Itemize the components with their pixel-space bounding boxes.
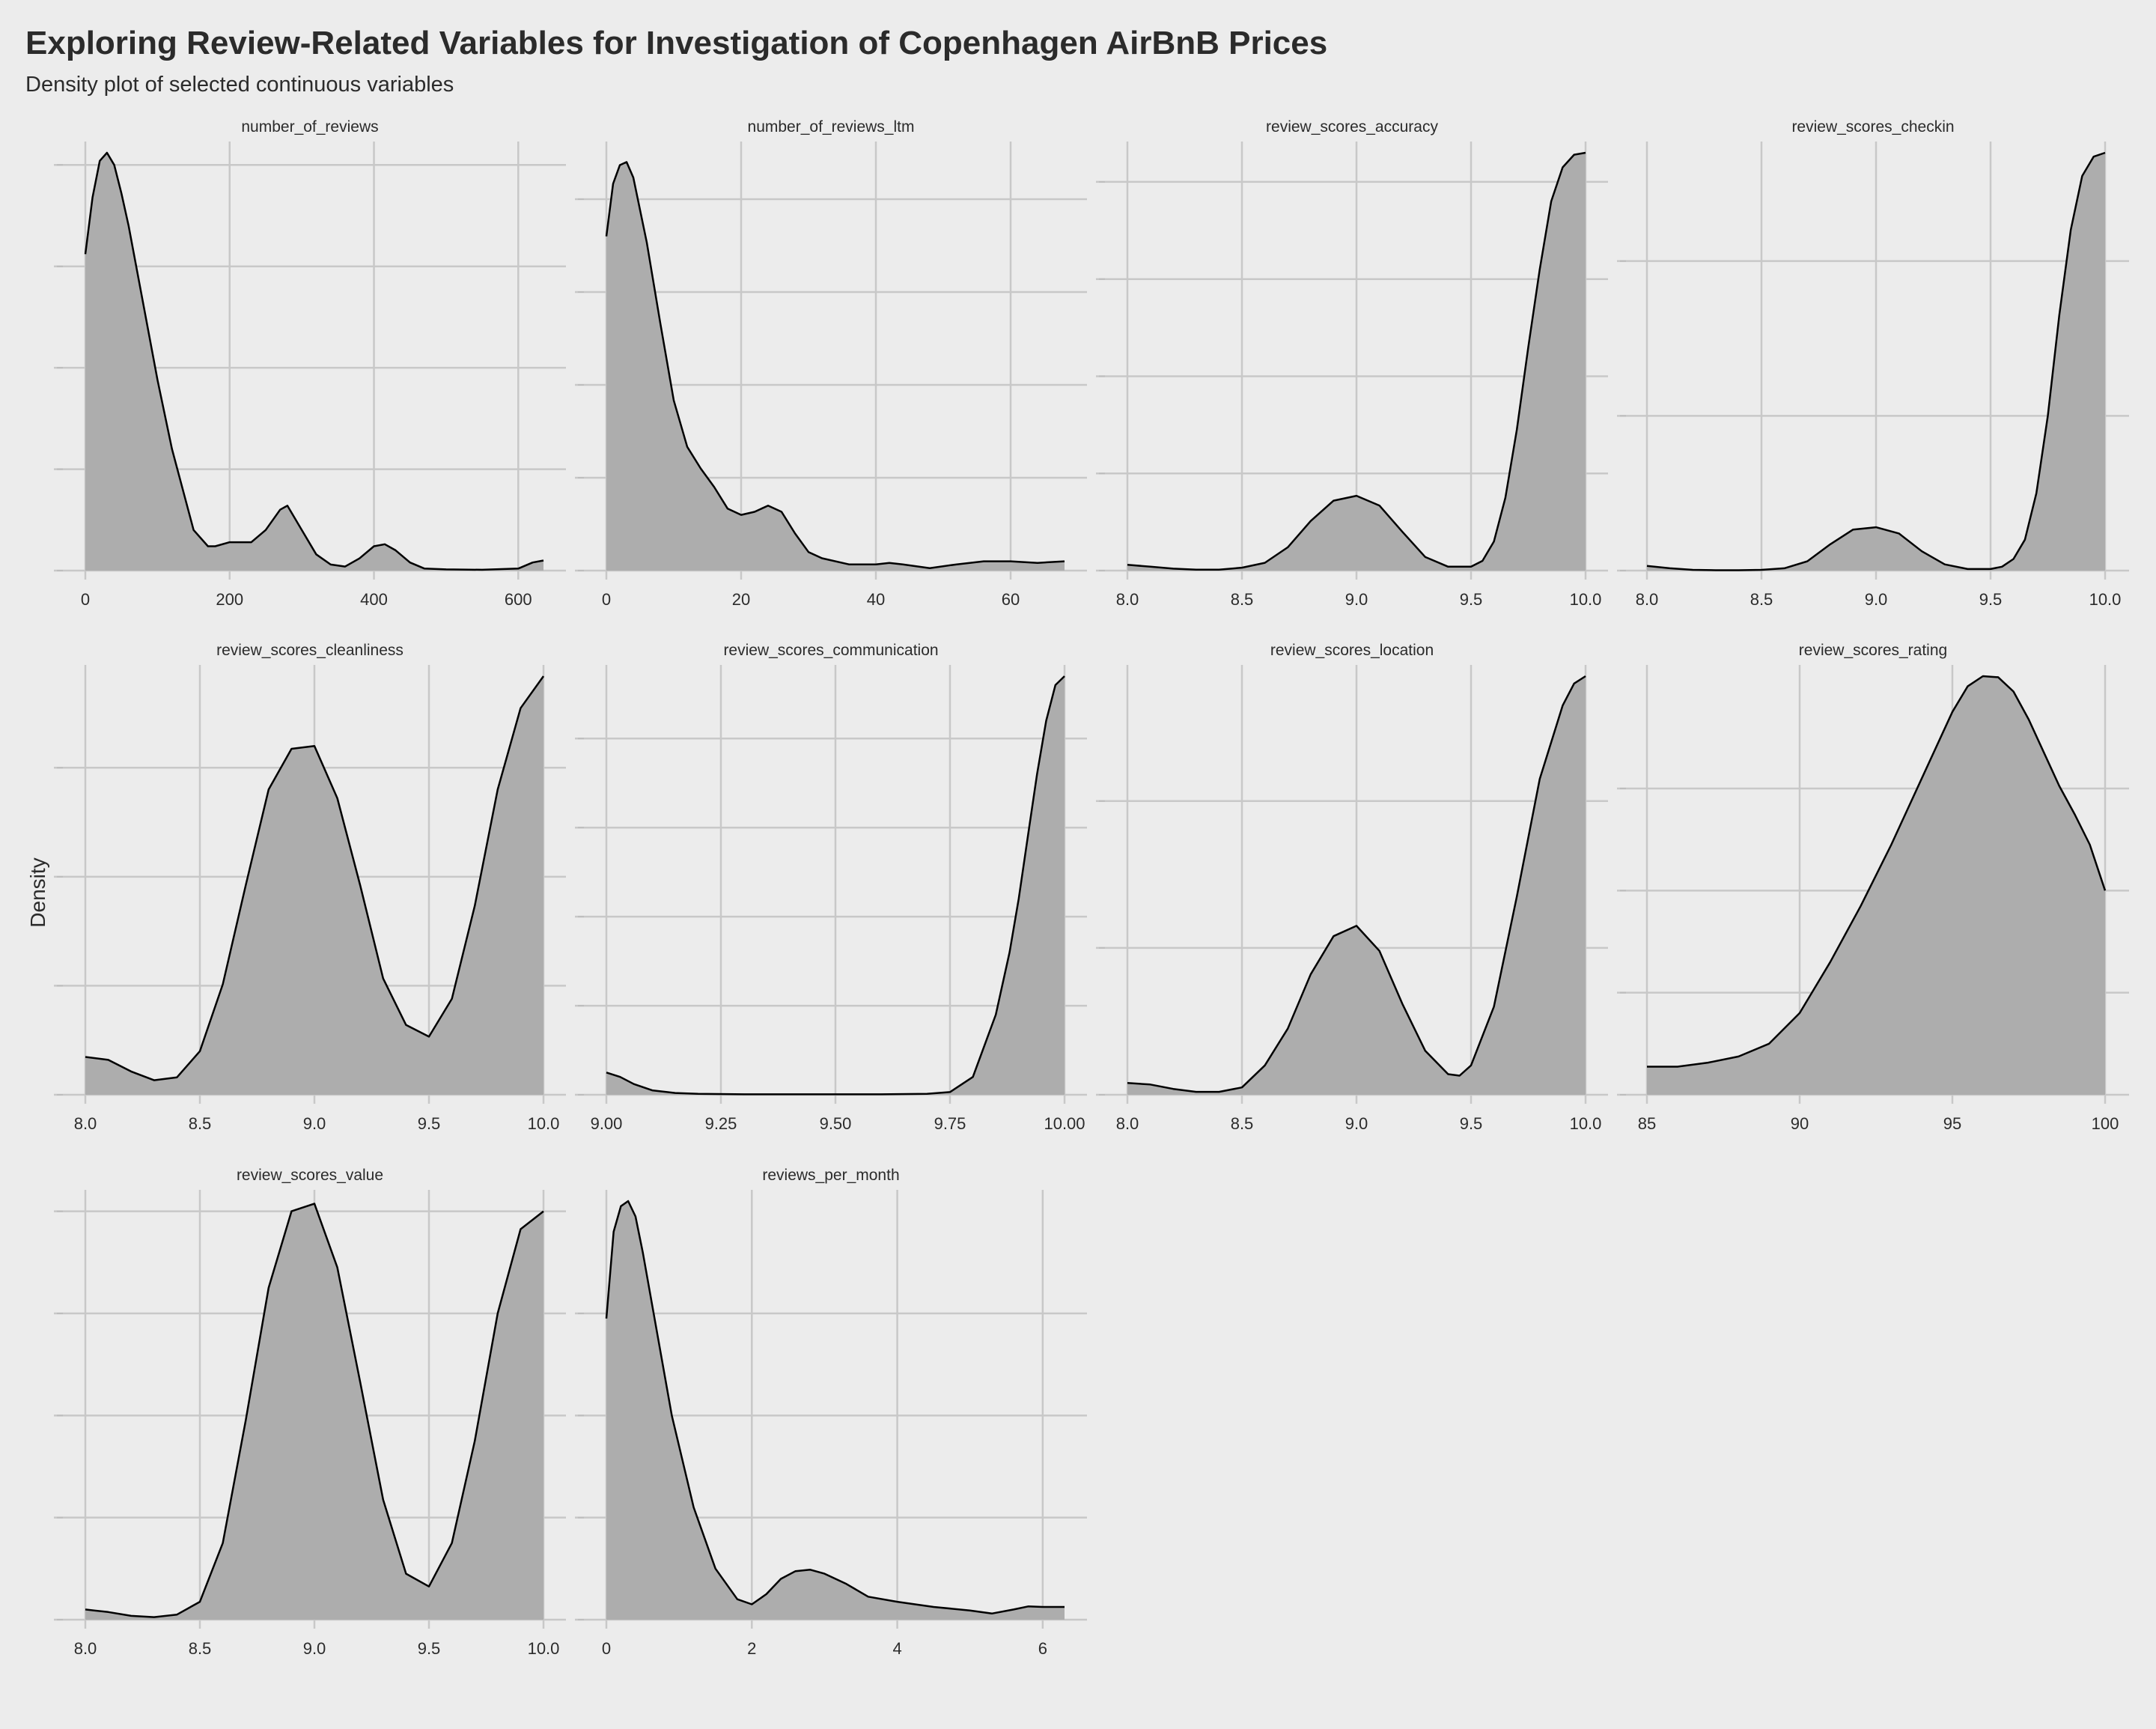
x-tick-label: 8.0 (1636, 590, 1659, 609)
density-area (1647, 153, 2105, 571)
x-tick-label: 8.5 (189, 1114, 212, 1133)
x-tick-label: 10.0 (1570, 1114, 1602, 1133)
y-axis-label: Density (26, 857, 49, 927)
facet-panel: review_scores_communication 9.00 9.25 9.50 9… (575, 642, 1087, 1133)
facet-strip-label: number_of_reviews (241, 118, 378, 136)
x-tick-label: 9.75 (934, 1114, 966, 1133)
facet-strip-label: reviews_per_month (762, 1167, 899, 1184)
x-tick-label: 9.5 (1460, 590, 1483, 609)
density-area (1127, 676, 1586, 1095)
density-curve (605, 161, 1065, 569)
x-tick-label: 9.0 (1345, 1114, 1368, 1133)
density-curve (84, 151, 544, 571)
density-curve (605, 1200, 1065, 1615)
chart-title: Exploring Review-Related Variables for I… (25, 25, 1327, 61)
density-curve (85, 1203, 544, 1618)
x-tick-label: 90 (1791, 1114, 1809, 1133)
x-tick-label: 60 (1002, 590, 1020, 609)
x-tick-label: 2 (747, 1639, 756, 1658)
facet-strip-label: review_scores_accuracy (1266, 118, 1438, 136)
x-tick-label: 85 (1638, 1114, 1656, 1133)
x-tick-label: 10.00 (1044, 1114, 1085, 1133)
density-curve (606, 675, 1065, 1096)
facet-strip-label: review_scores_value (237, 1167, 383, 1184)
density-area (85, 676, 543, 1095)
x-tick-label: 8.5 (189, 1639, 212, 1658)
density-area (85, 153, 543, 571)
density-curve (85, 675, 545, 1081)
facet-panel: review_scores_value 8.0 8.5 9.0 9.5 10.0 (54, 1167, 566, 1658)
facet-panel: number_of_reviews_ltm 0 20 40 60 (575, 118, 1087, 609)
x-tick-label: 4 (892, 1639, 901, 1658)
x-tick-label: 9.00 (591, 1114, 623, 1133)
x-tick-label: 0 (81, 590, 90, 609)
x-tick-label: 8.0 (1116, 590, 1139, 609)
x-tick-label: 10.0 (1570, 590, 1602, 609)
x-tick-label: 400 (360, 590, 388, 609)
facet-strip-label: review_scores_rating (1799, 642, 1947, 659)
x-tick-label: 200 (216, 590, 243, 609)
density-curve (1646, 151, 2106, 571)
facet-panel: reviews_per_month 0 2 4 6 (575, 1167, 1087, 1658)
x-tick-label: 8.0 (74, 1639, 97, 1658)
x-tick-label: 9.0 (303, 1639, 326, 1658)
density-curve (1647, 675, 2107, 1068)
x-tick-label: 9.5 (1460, 1114, 1483, 1133)
x-tick-label: 95 (1943, 1114, 1961, 1133)
facet-strip-label: review_scores_checkin (1791, 118, 1954, 136)
facet-strip-label: number_of_reviews_ltm (748, 118, 915, 136)
x-tick-label: 40 (867, 590, 885, 609)
facet-strip-label: review_scores_cleanliness (216, 642, 404, 659)
x-tick-label: 8.0 (1116, 1114, 1139, 1133)
density-area (606, 676, 1065, 1095)
x-tick-label: 100 (2092, 1114, 2119, 1133)
facet-strip-label: review_scores_communication (723, 642, 938, 659)
facet-strip-label: review_scores_location (1270, 642, 1434, 659)
density-area (85, 1203, 543, 1620)
x-tick-label: 0 (602, 590, 611, 609)
x-tick-label: 8.5 (1231, 1114, 1254, 1133)
x-tick-label: 8.0 (74, 1114, 97, 1133)
density-area (1647, 676, 2105, 1095)
facet-panel: review_scores_accuracy 8.0 8.5 9.0 9.5 10.0 (1096, 118, 1608, 609)
x-tick-label: 6 (1038, 1639, 1047, 1658)
x-tick-label: 20 (732, 590, 750, 609)
x-tick-label: 10.0 (2089, 590, 2122, 609)
x-tick-label: 9.50 (820, 1114, 852, 1133)
x-tick-label: 10.0 (528, 1639, 560, 1658)
x-tick-label: 9.5 (418, 1114, 441, 1133)
x-tick-label: 8.5 (1231, 590, 1254, 609)
facet-panel: review_scores_checkin 8.0 8.5 9.0 9.5 10.0 (1617, 118, 2129, 609)
x-tick-label: 9.5 (1979, 590, 2003, 609)
x-tick-label: 0 (602, 1639, 611, 1658)
density-area (606, 1201, 1065, 1620)
x-tick-label: 600 (505, 590, 532, 609)
x-tick-label: 9.5 (418, 1639, 441, 1658)
density-area (606, 162, 1065, 571)
facet-panel: review_scores_location 8.0 8.5 9.0 9.5 10.0 (1096, 642, 1608, 1133)
x-tick-label: 10.0 (528, 1114, 560, 1133)
facet-panel: number_of_reviews 0 200 400 600 (54, 118, 566, 609)
x-tick-label: 8.5 (1750, 590, 1773, 609)
density-area (1127, 153, 1586, 571)
x-tick-label: 9.0 (303, 1114, 326, 1133)
chart-subtitle: Density plot of selected continuous vari… (25, 73, 454, 97)
x-tick-label: 9.0 (1345, 590, 1368, 609)
density-curve (1127, 151, 1586, 571)
x-tick-label: 9.0 (1865, 590, 1888, 609)
facet-panel: review_scores_rating 85 90 95 100 (1617, 642, 2129, 1133)
x-tick-label: 9.25 (705, 1114, 737, 1133)
density-curve (1127, 675, 1586, 1093)
facet-panel: review_scores_cleanliness 8.0 8.5 9.0 9.5 10.… (54, 642, 566, 1133)
